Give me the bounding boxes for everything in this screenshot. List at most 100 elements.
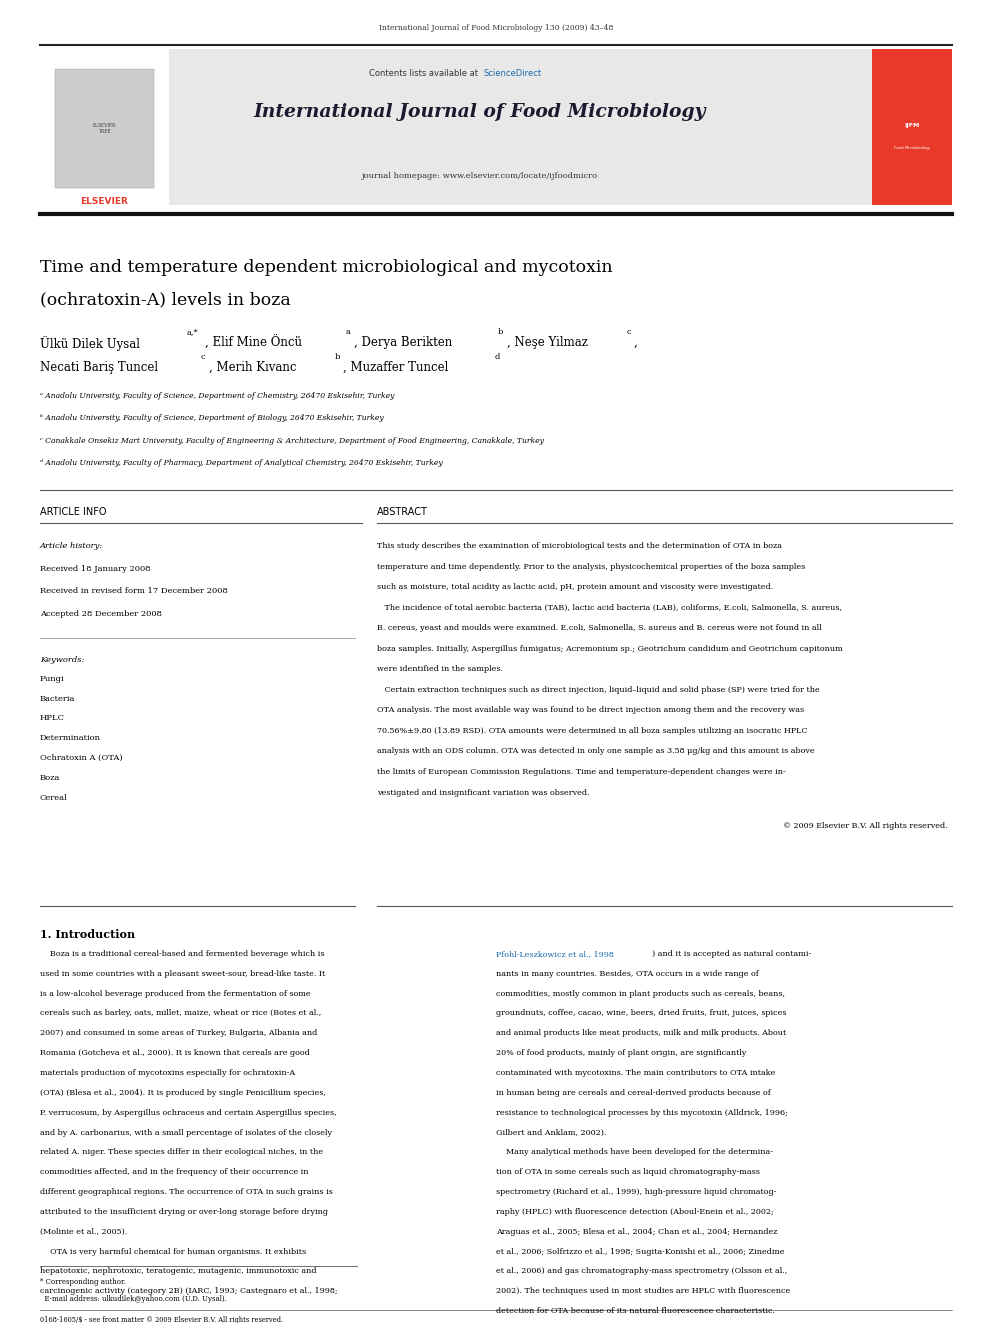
Text: c: c bbox=[627, 328, 632, 336]
Text: Necati Bariş Tuncel: Necati Bariş Tuncel bbox=[40, 361, 158, 374]
FancyBboxPatch shape bbox=[55, 69, 154, 188]
Text: (Molinie et al., 2005).: (Molinie et al., 2005). bbox=[40, 1228, 127, 1236]
Text: Certain extraction techniques such as direct injection, liquid–liquid and solid : Certain extraction techniques such as di… bbox=[377, 685, 819, 695]
Text: Araguas et al., 2005; Blesa et al., 2004; Chan et al., 2004; Hernandez: Araguas et al., 2005; Blesa et al., 2004… bbox=[496, 1228, 778, 1236]
FancyBboxPatch shape bbox=[872, 49, 952, 205]
Text: boza samples. Initially, Aspergillus fumigatus; Acremonium sp.; Geotrichum candi: boza samples. Initially, Aspergillus fum… bbox=[377, 646, 843, 654]
Text: in human being are cereals and cereal-derived products because of: in human being are cereals and cereal-de… bbox=[496, 1089, 771, 1097]
Text: Ochratoxin A (OTA): Ochratoxin A (OTA) bbox=[40, 754, 122, 762]
Text: related A. niger. These species differ in their ecological niches, in the: related A. niger. These species differ i… bbox=[40, 1148, 322, 1156]
Text: OTA is very harmful chemical for human organisms. It exhibits: OTA is very harmful chemical for human o… bbox=[40, 1248, 306, 1256]
Text: Romania (Gotcheva et al., 2000). It is known that cereals are good: Romania (Gotcheva et al., 2000). It is k… bbox=[40, 1049, 310, 1057]
Text: ELSEVIER: ELSEVIER bbox=[80, 197, 128, 206]
Text: the limits of European Commission Regulations. Time and temperature-dependent ch: the limits of European Commission Regula… bbox=[377, 767, 786, 777]
Text: resistance to technological processes by this mycotoxin (Alldrick, 1996;: resistance to technological processes by… bbox=[496, 1109, 788, 1117]
Text: International Journal of Food Microbiology 130 (2009) 43–48: International Journal of Food Microbiolo… bbox=[379, 24, 613, 32]
Text: Article history:: Article history: bbox=[40, 542, 103, 550]
Text: Time and temperature dependent microbiological and mycotoxin: Time and temperature dependent microbiol… bbox=[40, 259, 612, 277]
Text: cereals such as barley, oats, millet, maize, wheat or rice (Botes et al.,: cereals such as barley, oats, millet, ma… bbox=[40, 1009, 321, 1017]
Text: E-mail address: ulkudilek@yahoo.com (Ü.D. Uysal).: E-mail address: ulkudilek@yahoo.com (Ü.D… bbox=[40, 1294, 226, 1303]
Text: Gilbert and Anklam, 2002).: Gilbert and Anklam, 2002). bbox=[496, 1129, 606, 1136]
Text: 70.56%±9.80 (13.89 RSD). OTA amounts were determined in all boza samples utilizi: 70.56%±9.80 (13.89 RSD). OTA amounts wer… bbox=[377, 726, 807, 736]
Text: d: d bbox=[495, 353, 500, 361]
Text: et al., 2006) and gas chromatography-mass spectrometry (Olsson et al.,: et al., 2006) and gas chromatography-mas… bbox=[496, 1267, 788, 1275]
Text: raphy (HPLC) with fluorescence detection (Aboul-Enein et al., 2002;: raphy (HPLC) with fluorescence detection… bbox=[496, 1208, 774, 1216]
Text: carcinogenic activity (category 2B) (IARC, 1993; Castegnaro et al., 1998;: carcinogenic activity (category 2B) (IAR… bbox=[40, 1287, 337, 1295]
Text: Boza: Boza bbox=[40, 774, 61, 782]
Text: International Journal of Food Microbiology: International Journal of Food Microbiolo… bbox=[254, 103, 706, 122]
Text: Many analytical methods have been developed for the determina-: Many analytical methods have been develo… bbox=[496, 1148, 773, 1156]
Text: ,: , bbox=[634, 336, 638, 349]
Text: such as moisture, total acidity as lactic acid, pH, protein amount and viscosity: such as moisture, total acidity as lacti… bbox=[377, 583, 773, 591]
Text: * Corresponding author.: * Corresponding author. bbox=[40, 1278, 126, 1286]
Text: c: c bbox=[200, 353, 205, 361]
Text: Fungi: Fungi bbox=[40, 675, 64, 683]
Text: and by A. carbonarius, with a small percentage of isolates of the closely: and by A. carbonarius, with a small perc… bbox=[40, 1129, 331, 1136]
Text: detection for OTA because of its natural fluorescence characteristic.: detection for OTA because of its natural… bbox=[496, 1307, 775, 1315]
Text: ScienceDirect: ScienceDirect bbox=[483, 69, 542, 78]
Text: ) and it is accepted as natural contami-: ) and it is accepted as natural contami- bbox=[652, 950, 811, 958]
Text: used in some countries with a pleasant sweet-sour, bread-like taste. It: used in some countries with a pleasant s… bbox=[40, 970, 325, 978]
Text: a,*: a,* bbox=[186, 328, 198, 336]
Text: ABSTRACT: ABSTRACT bbox=[377, 507, 428, 517]
Text: and animal products like meat products, milk and milk products. About: and animal products like meat products, … bbox=[496, 1029, 787, 1037]
Text: vestigated and insignificant variation was observed.: vestigated and insignificant variation w… bbox=[377, 789, 589, 796]
Text: 1. Introduction: 1. Introduction bbox=[40, 929, 135, 939]
Text: et al., 2006; Solfrizzo et al., 1998; Sugita-Konishi et al., 2006; Zinedine: et al., 2006; Solfrizzo et al., 1998; Su… bbox=[496, 1248, 785, 1256]
Text: ᵇ Anadolu University, Faculty of Science, Department of Biology, 26470 Eskisehir: ᵇ Anadolu University, Faculty of Science… bbox=[40, 414, 383, 422]
Text: ARTICLE INFO: ARTICLE INFO bbox=[40, 507, 106, 517]
Text: HPLC: HPLC bbox=[40, 714, 64, 722]
Text: Pfohl-Leszkowicz et al., 1998: Pfohl-Leszkowicz et al., 1998 bbox=[496, 950, 614, 958]
Text: contaminated with mycotoxins. The main contributors to OTA intake: contaminated with mycotoxins. The main c… bbox=[496, 1069, 776, 1077]
Text: Determination: Determination bbox=[40, 734, 100, 742]
Text: Food Microbiology: Food Microbiology bbox=[894, 146, 930, 151]
Text: , Derya Berikten: , Derya Berikten bbox=[354, 336, 452, 349]
Text: B. cereus, yeast and moulds were examined. E.coli, Salmonella, S. aureus and B. : B. cereus, yeast and moulds were examine… bbox=[377, 624, 821, 632]
Text: a: a bbox=[345, 328, 350, 336]
Text: Keywords:: Keywords: bbox=[40, 656, 84, 664]
Text: (ochratoxin-A) levels in boza: (ochratoxin-A) levels in boza bbox=[40, 291, 291, 308]
Text: commodities affected, and in the frequency of their occurrence in: commodities affected, and in the frequen… bbox=[40, 1168, 309, 1176]
FancyBboxPatch shape bbox=[40, 49, 873, 205]
Text: different geographical regions. The occurrence of OTA in such grains is: different geographical regions. The occu… bbox=[40, 1188, 332, 1196]
Text: , Elif Mine Öncü: , Elif Mine Öncü bbox=[205, 336, 303, 351]
Text: b: b bbox=[498, 328, 503, 336]
Text: (OTA) (Blesa et al., 2004). It is produced by single Penicillium species,: (OTA) (Blesa et al., 2004). It is produc… bbox=[40, 1089, 325, 1097]
Text: tion of OTA in some cereals such as liquid chromatography-mass: tion of OTA in some cereals such as liqu… bbox=[496, 1168, 760, 1176]
FancyBboxPatch shape bbox=[40, 49, 169, 205]
Text: , Muzaffer Tuncel: , Muzaffer Tuncel bbox=[343, 361, 448, 374]
Text: 2002). The techniques used in most studies are HPLC with fluorescence: 2002). The techniques used in most studi… bbox=[496, 1287, 791, 1295]
Text: commodities, mostly common in plant products such as cereals, beans,: commodities, mostly common in plant prod… bbox=[496, 990, 785, 998]
Text: Bacteria: Bacteria bbox=[40, 695, 75, 703]
Text: 20% of food products, mainly of plant origin, are significantly: 20% of food products, mainly of plant or… bbox=[496, 1049, 746, 1057]
Text: Received 18 January 2008: Received 18 January 2008 bbox=[40, 565, 151, 573]
Text: Accepted 28 December 2008: Accepted 28 December 2008 bbox=[40, 610, 162, 618]
Text: spectrometry (Richard et al., 1999), high-pressure liquid chromatog-: spectrometry (Richard et al., 1999), hig… bbox=[496, 1188, 777, 1196]
Text: ᶜ Canakkale Onsekiz Mart University, Faculty of Engineering & Architecture, Depa: ᶜ Canakkale Onsekiz Mart University, Fac… bbox=[40, 437, 544, 445]
Text: OTA analysis. The most available way was found to be direct injection among them: OTA analysis. The most available way was… bbox=[377, 706, 805, 714]
Text: P. verrucosum, by Aspergillus ochraceus and certain Aspergillus species,: P. verrucosum, by Aspergillus ochraceus … bbox=[40, 1109, 336, 1117]
Text: ᵃ Anadolu University, Faculty of Science, Department of Chemistry, 26470 Eskiseh: ᵃ Anadolu University, Faculty of Science… bbox=[40, 392, 394, 400]
Text: 2007) and consumed in some areas of Turkey, Bulgaria, Albania and: 2007) and consumed in some areas of Turk… bbox=[40, 1029, 316, 1037]
Text: materials production of mycotoxins especially for ochratoxin-A: materials production of mycotoxins espec… bbox=[40, 1069, 295, 1077]
Text: journal homepage: www.elsevier.com/locate/ijfoodmicro: journal homepage: www.elsevier.com/locat… bbox=[362, 172, 598, 180]
Text: 0168-1605/$ - see front matter © 2009 Elsevier B.V. All rights reserved.: 0168-1605/$ - see front matter © 2009 El… bbox=[40, 1316, 283, 1323]
Text: were identified in the samples.: were identified in the samples. bbox=[377, 665, 503, 673]
Text: Boza is a traditional cereal-based and fermented beverage which is: Boza is a traditional cereal-based and f… bbox=[40, 950, 324, 958]
Text: , Merih Kıvanc: , Merih Kıvanc bbox=[209, 361, 297, 374]
Text: temperature and time dependently. Prior to the analysis, physicochemical propert: temperature and time dependently. Prior … bbox=[377, 564, 806, 572]
Text: IJFM: IJFM bbox=[904, 123, 920, 128]
Text: groundnuts, coffee, cacao, wine, beers, dried fruits, fruit, juices, spices: groundnuts, coffee, cacao, wine, beers, … bbox=[496, 1009, 787, 1017]
Text: The incidence of total aerobic bacteria (TAB), lactic acid bacteria (LAB), colif: The incidence of total aerobic bacteria … bbox=[377, 603, 842, 613]
Text: , Neşe Yilmaz: , Neşe Yilmaz bbox=[507, 336, 588, 349]
Text: © 2009 Elsevier B.V. All rights reserved.: © 2009 Elsevier B.V. All rights reserved… bbox=[783, 822, 947, 831]
Text: analysis with an ODS column. OTA was detected in only one sample as 3.58 μg/kg a: analysis with an ODS column. OTA was det… bbox=[377, 747, 814, 755]
Text: b: b bbox=[334, 353, 339, 361]
Text: ELSEVIER
TREE: ELSEVIER TREE bbox=[92, 123, 116, 134]
Text: This study describes the examination of microbiological tests and the determinat: This study describes the examination of … bbox=[377, 542, 782, 550]
Text: Received in revised form 17 December 2008: Received in revised form 17 December 200… bbox=[40, 587, 227, 595]
Text: ᵈ Anadolu University, Faculty of Pharmacy, Department of Analytical Chemistry, 2: ᵈ Anadolu University, Faculty of Pharmac… bbox=[40, 459, 442, 467]
Text: Contents lists available at: Contents lists available at bbox=[368, 69, 480, 78]
Text: is a low-alcohol beverage produced from the fermentation of some: is a low-alcohol beverage produced from … bbox=[40, 990, 310, 998]
Text: Cereal: Cereal bbox=[40, 794, 67, 802]
